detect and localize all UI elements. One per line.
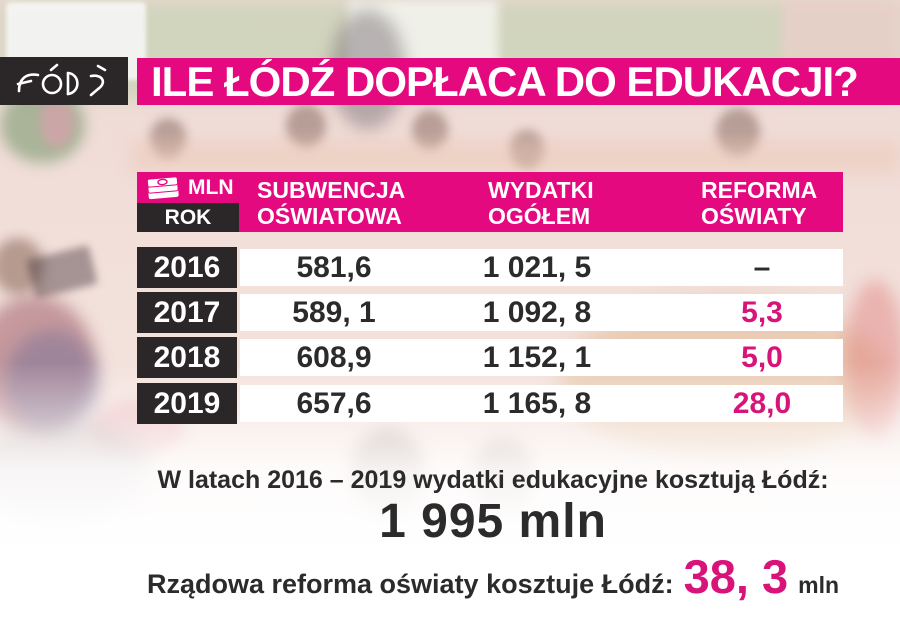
reforma-value: 28,0 [732,387,792,420]
subwencja-value: 608,9 [296,341,372,374]
table-row-2019: 657,6 1 165, 8 28,0 [240,385,843,422]
summary-reform-value: 38, 3 [683,550,789,603]
column-header-subwencja: SUBWENCJA OŚWIATOWA [257,177,406,229]
wydatki-value: 1 152, 1 [482,341,592,374]
summary-total: 1 995 mln [379,495,607,548]
year-box-2018: 2018 [137,337,237,378]
table-row-2016: 581,6 1 021, 5 – [240,249,843,286]
summary-reform-unit: mln [798,572,840,598]
lodz-logo-icon [16,63,107,97]
subwencja-value: 657,6 [296,387,372,420]
table-header: MLN ROK SUBWENCJA OŚWIATOWA WYDATKI OGÓŁ… [137,172,843,232]
unit-label: MLN [188,176,234,199]
column-header-wydatki: WYDATKI OGÓŁEM [488,177,594,229]
lodz-logo [0,57,128,105]
year-box-2019: 2019 [137,383,237,424]
rok-label-box: ROK [137,203,239,232]
year-label: 2016 [153,250,221,284]
summary-reform-label: Rządowa reforma oświaty kosztuje Łódź: [146,569,674,599]
year-label: 2017 [153,295,221,329]
year-box-2017: 2017 [137,292,237,333]
wydatki-value: 1 021, 5 [482,251,592,284]
reforma-value: – [753,251,771,284]
table-row-2018: 608,9 1 152, 1 5,0 [240,339,843,376]
subwencja-value: 581,6 [296,251,372,284]
year-label: 2018 [153,340,221,374]
summary-reform-line: Rządowa reforma oświaty kosztuje Łódź: 3… [86,549,900,604]
reforma-value: 5,0 [741,341,783,374]
money-stack-icon [146,176,179,200]
unit-cell: MLN [145,175,234,201]
table-row-2017: 589, 1 1 092, 8 5,3 [240,294,843,331]
reforma-value: 5,3 [741,296,783,329]
subwencja-value: 589, 1 [292,296,376,329]
year-label: 2019 [153,386,221,420]
rok-label: ROK [164,205,212,229]
wydatki-value: 1 092, 8 [482,296,592,329]
header-bar: ILE ŁÓDŹ DOPŁACA DO EDUKACJI? [137,58,900,105]
summary-line: W latach 2016 – 2019 wydatki edukacyjne … [157,466,829,494]
page-title: ILE ŁÓDŹ DOPŁACA DO EDUKACJI? [151,57,859,105]
column-header-reforma: REFORMA OŚWIATY [701,177,818,229]
wydatki-value: 1 165, 8 [482,387,592,420]
year-box-2016: 2016 [137,247,237,288]
